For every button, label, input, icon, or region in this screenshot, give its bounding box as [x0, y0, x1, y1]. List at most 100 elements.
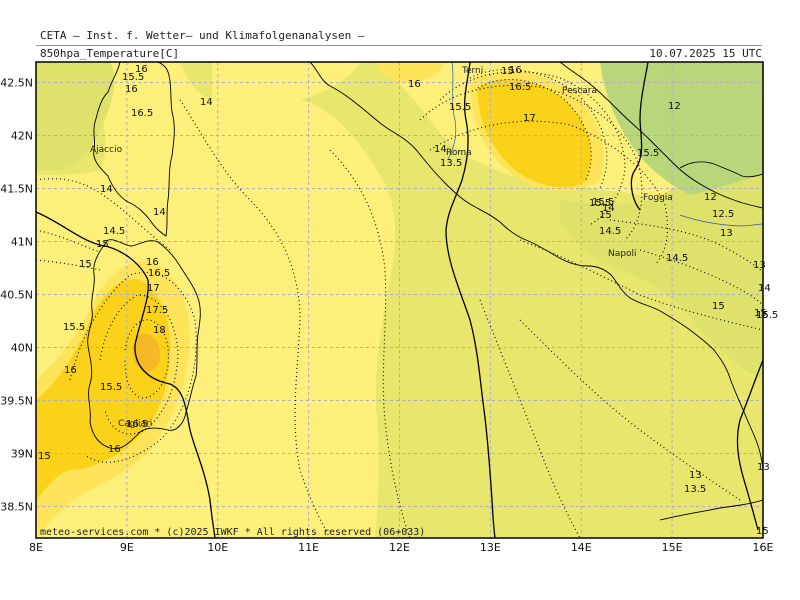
contour-value-label: 16	[146, 257, 159, 268]
contour-value-label: 15	[38, 451, 51, 462]
isotherm-dotted	[36, 178, 171, 251]
city-label: Napoli	[608, 249, 636, 259]
city-label: Roma	[446, 148, 472, 158]
contour-value-label: 15	[96, 239, 109, 250]
longitude-axis: 8E 9E 10E 11E 12E 13E 14E 15E 16E	[29, 541, 773, 554]
contour-value-label: 16	[408, 79, 421, 90]
contour-value-label: 13	[753, 260, 766, 271]
contour-value-label: 15.5	[63, 322, 85, 333]
contour-value-label: 15	[501, 66, 514, 77]
contour-value-label: 15.5	[592, 197, 614, 208]
contour-value-label: 13.5	[684, 484, 706, 495]
copyright-footer: meteo-services.com * (c)2025 IWKF * All …	[40, 527, 425, 538]
boundary-lines	[36, 62, 763, 538]
band-17-sardinia	[36, 279, 171, 500]
band-14-patch	[180, 62, 212, 100]
contour-value-label: 15.5	[589, 198, 611, 209]
rivers	[447, 62, 763, 227]
contour-value-label: 16	[135, 64, 148, 75]
isotherm-layer	[36, 69, 763, 538]
parameter-title: 850hpa_Temperature[C]	[40, 47, 180, 60]
contour-value-label: 16.5	[509, 82, 531, 93]
coastline-italy-west	[309, 62, 763, 471]
isoline-central	[445, 62, 496, 538]
contour-value-label: 14.5	[666, 253, 688, 264]
lon-tick-label: 13E	[480, 541, 501, 554]
isotherm-dotted	[639, 249, 763, 306]
valid-time: 10.07.2025 15 UTC	[649, 47, 762, 60]
contour-value-label: 18	[153, 325, 166, 336]
organization-line: CETA — Inst. f. Wetter— und Klimafolgena…	[40, 29, 365, 42]
contour-value-label: 14.5	[103, 226, 125, 237]
contour-value-label: 16.5	[148, 268, 170, 279]
contour-value-label: 15.5	[637, 148, 659, 159]
lat-tick-label: 39N	[11, 448, 33, 461]
contour-value-label: 12	[668, 101, 681, 112]
contour-value-label: 13.5	[440, 158, 462, 169]
lat-tick-label: 41.5N	[0, 183, 33, 196]
isotherm-dotted	[99, 294, 179, 435]
contour-value-label: 14	[100, 184, 113, 195]
isotherm-dotted	[519, 239, 763, 331]
contour-value-label: 16	[509, 65, 522, 76]
color-fill-layer	[36, 62, 763, 538]
isotherm-dotted	[179, 99, 331, 538]
lat-lon-grid	[36, 62, 763, 538]
contour-value-label: 16	[125, 84, 138, 95]
contour-value-label: 14	[602, 203, 615, 214]
contour-labels: 15.51616.514141414.5151515.51616.51717.5…	[38, 64, 778, 537]
lon-tick-label: 11E	[298, 541, 319, 554]
contour-value-label: 15.5	[122, 72, 144, 83]
contour-value-label: 13	[757, 462, 770, 473]
isotherm-dotted	[609, 219, 763, 273]
contour-value-label: 14	[434, 144, 447, 155]
contour-value-label: 17.5	[146, 305, 168, 316]
contour-value-label: 15	[599, 210, 612, 221]
coastline-italy-east	[559, 62, 763, 209]
city-label: Pescara	[562, 86, 597, 96]
isoline-west	[36, 211, 216, 538]
lat-tick-label: 39.5N	[0, 395, 33, 408]
contour-value-label: 15.5	[756, 310, 778, 321]
lon-tick-label: 15E	[662, 541, 683, 554]
band-16-top	[375, 62, 445, 83]
contour-value-label: 15	[712, 301, 725, 312]
lat-tick-label: 42N	[11, 130, 33, 143]
coastline-sardinia	[87, 239, 201, 450]
band-15-east	[300, 62, 763, 538]
map-frame	[35, 61, 764, 539]
coastline-gargano	[679, 161, 763, 178]
contour-value-label: 16	[64, 365, 77, 376]
lat-tick-label: 40.5N	[0, 289, 33, 302]
band-14-adriatic	[600, 62, 763, 195]
lon-tick-label: 14E	[571, 541, 592, 554]
lon-tick-label: 12E	[389, 541, 410, 554]
city-label: Cagliari	[118, 419, 152, 429]
lon-tick-label: 8E	[29, 541, 43, 554]
city-label: Foggia	[643, 193, 673, 203]
contour-value-label: 14	[200, 97, 213, 108]
lon-tick-label: 10E	[207, 541, 228, 554]
lat-tick-label: 40N	[11, 342, 33, 355]
contour-value-label: 16.5	[131, 108, 153, 119]
contour-value-label: 14.5	[599, 226, 621, 237]
river-ofanto	[679, 214, 763, 227]
city-labels: Ajaccio Roma Terni Pescara Foggia Napoli Cagli…	[90, 66, 673, 429]
contour-value-label: 17	[523, 113, 536, 124]
contour-value-label: 15	[756, 526, 769, 537]
contour-value-label: 13	[689, 470, 702, 481]
band-14-corsica-nw	[36, 62, 115, 170]
lon-tick-label: 16E	[753, 541, 774, 554]
lat-tick-label: 42.5N	[0, 77, 33, 90]
city-label: Terni	[461, 66, 483, 76]
lon-tick-label: 9E	[120, 541, 134, 554]
river-tevere	[447, 62, 457, 161]
contour-value-label: 15	[756, 310, 769, 321]
lat-tick-label: 38.5N	[0, 501, 33, 514]
contour-value-label: 14	[758, 283, 771, 294]
coastline-corsica	[93, 62, 175, 237]
contour-value-label: 15	[754, 308, 767, 319]
city-label: Ajaccio	[90, 145, 123, 155]
band-17-abruzzo	[477, 79, 592, 188]
